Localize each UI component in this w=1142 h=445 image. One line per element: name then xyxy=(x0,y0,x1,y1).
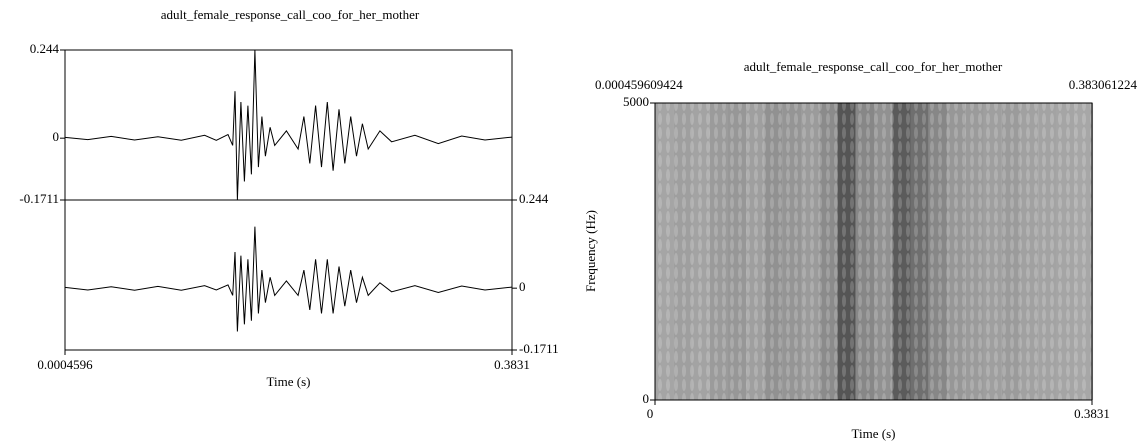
x-axis-label: Time (s) xyxy=(852,426,896,441)
range-label: 0.383061224 xyxy=(1069,77,1138,92)
y-tick-label: 5000 xyxy=(623,94,649,109)
texture xyxy=(655,103,1092,400)
plot-frame xyxy=(654,102,1093,401)
chart-title: adult_female_response_call_coo_for_her_m… xyxy=(161,7,420,22)
x-tick-label: 0 xyxy=(647,406,654,421)
waveform-line xyxy=(64,226,513,332)
waveform-line xyxy=(64,49,513,200)
x-tick-label: 0.0004596 xyxy=(37,357,93,372)
x-tick-label: 0.3831 xyxy=(494,357,530,372)
x-tick-label: 0.3831 xyxy=(1074,406,1110,421)
y-tick-label: -0.1711 xyxy=(19,191,59,206)
x-axis-label: Time (s) xyxy=(267,374,311,389)
range-label: 0.000459609424 xyxy=(595,77,683,92)
chart-title: adult_female_response_call_coo_for_her_m… xyxy=(744,59,1003,74)
y-tick-label: 0 xyxy=(53,129,60,144)
y-tick-label: 0 xyxy=(643,391,650,406)
y-axis-label: Frequency (Hz) xyxy=(583,210,598,292)
y-tick-label: 0.244 xyxy=(30,41,60,56)
y-tick-label: 0 xyxy=(519,279,526,294)
y-tick-label: -0.1711 xyxy=(519,341,559,356)
y-tick-label: 0.244 xyxy=(519,191,549,206)
